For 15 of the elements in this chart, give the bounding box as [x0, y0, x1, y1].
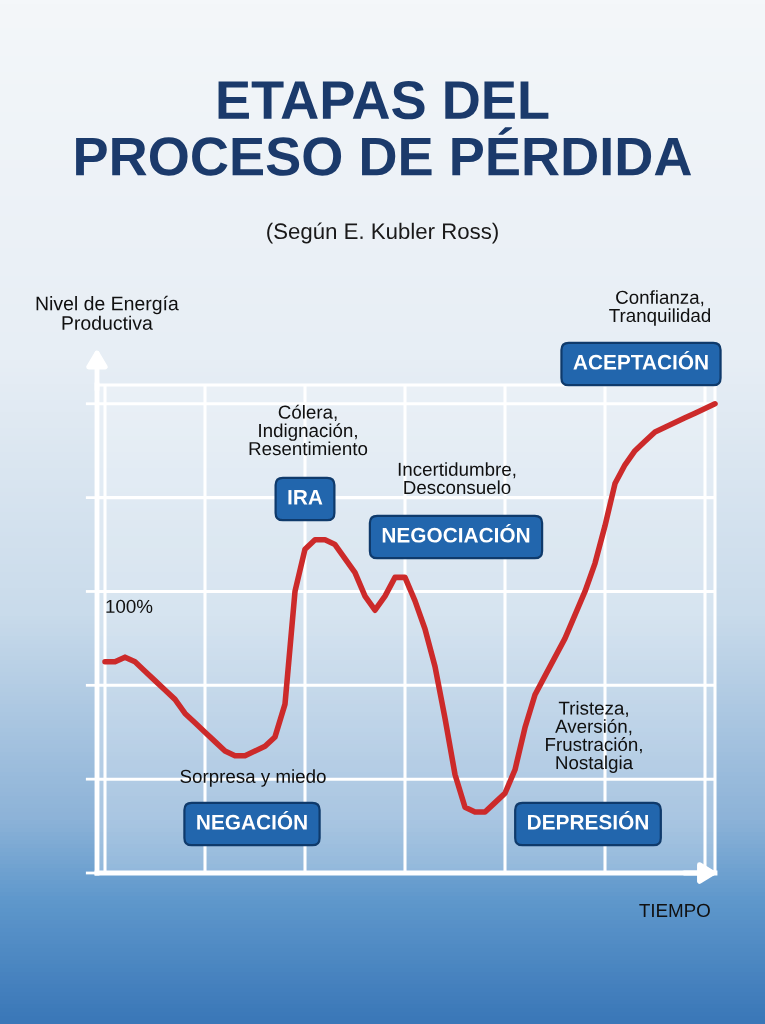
- annotation: Tristeza, Aversión, Frustración, Nostalgia: [546, 701, 642, 773]
- annotation: NEGACIÓN: [197, 810, 307, 830]
- text: ACEPTACIÓN: [573, 350, 708, 370]
- chart-title: ETAPAS DEL PROCESO DE PÉRDIDA: [76, 80, 692, 176]
- annotation: DEPRESIÓN: [528, 810, 648, 830]
- annotation: Incertidumbre, Desconsuelo: [398, 462, 516, 495]
- annotation: Cólera, Indignación, Resentimiento: [249, 404, 368, 456]
- chart-subtitle: (Según E. Kubler Ross): [267, 222, 498, 244]
- annotation: IRA: [288, 490, 323, 505]
- y-axis-title: Nivel de Energía Productiva: [36, 295, 179, 330]
- annotation: Sorpresa y miedo: [180, 769, 326, 787]
- x-axis-title: TIEMPO: [639, 903, 710, 918]
- annotation: NEGOCIACIÓN: [382, 523, 530, 543]
- annotation: 100%: [106, 599, 153, 614]
- text: Confianza, Tranquilidad: [609, 290, 711, 326]
